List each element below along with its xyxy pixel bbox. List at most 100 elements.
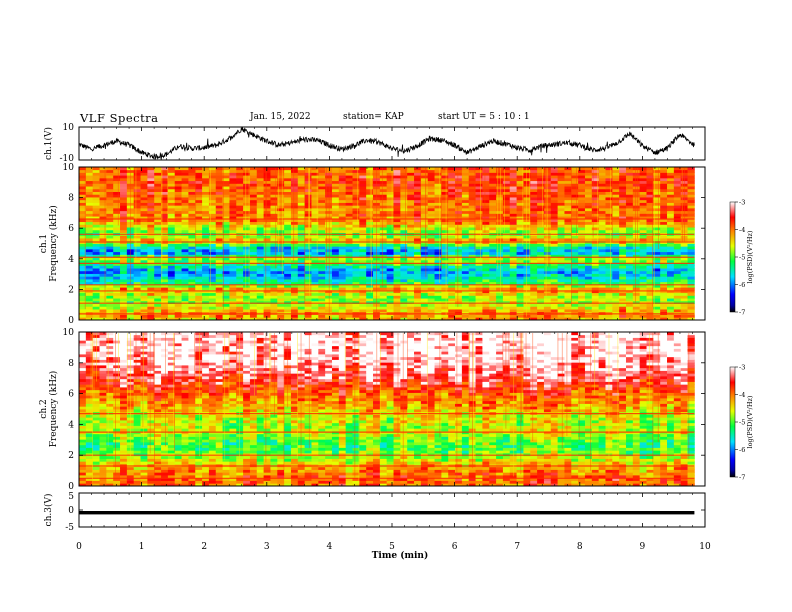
ch1-spectrogram-cell <box>550 281 559 285</box>
ch1-spectrogram-cell <box>653 210 661 214</box>
ch1-spectrogram-cell <box>359 210 367 214</box>
ch1-spectrogram-cell <box>140 205 148 209</box>
ch1-spectrogram-cell <box>290 270 299 274</box>
ch1-spectrogram-cell <box>584 197 593 201</box>
ch1-spectrogram-cell <box>571 309 579 313</box>
ch1-spectrogram-cell <box>386 284 394 288</box>
ch1-spectrogram-cell <box>414 199 422 203</box>
ch1-spectrogram-cell <box>222 306 230 310</box>
ch1-spectrogram-cell <box>434 224 442 228</box>
ch1-spectrogram-cell <box>612 306 620 310</box>
ch1-spectrogram-cell <box>612 298 620 302</box>
ch1-spectrogram-cell <box>455 295 463 299</box>
ch1-spectrogram-cell <box>379 243 388 247</box>
ch1-spectrogram-cell <box>523 205 531 209</box>
ch1-spectrogram-cell <box>379 207 388 212</box>
ch1-spectrogram-cell <box>161 254 169 258</box>
ch1-spectrogram-cell <box>646 199 654 203</box>
ch1-spectrogram-cell <box>400 268 408 272</box>
ch1-spectrogram-cell <box>496 235 504 239</box>
ch1-spectrogram-cell <box>448 246 456 250</box>
ch1-spectrogram-cell <box>325 199 333 203</box>
ch1-spectrogram-cell <box>215 177 223 182</box>
ch1-spectrogram-cell <box>571 199 579 203</box>
ch1-spectrogram-cell <box>290 276 299 280</box>
ch1-spectrogram-cell <box>202 295 210 299</box>
ch1-spectrogram-cell <box>106 227 114 231</box>
ch1-spectrogram-cell <box>85 300 94 305</box>
ch1-spectrogram-cell <box>366 281 374 285</box>
ch1-spectrogram-cell <box>161 202 169 206</box>
ch1-spectrogram-cell <box>564 172 572 176</box>
ch1-spectrogram-cell <box>578 221 586 225</box>
ch1-spectrogram-cell <box>653 202 661 206</box>
ch1-spectrogram-cell <box>598 259 606 264</box>
ch1-spectrogram-cell <box>673 262 682 266</box>
ch1-spectrogram-cell <box>557 238 565 242</box>
ch1-spectrogram-cell <box>311 257 319 261</box>
ch1-spectrogram-cell <box>619 259 627 264</box>
ch1-spectrogram-cell <box>147 199 155 203</box>
ch1-spectrogram-cell <box>99 243 107 247</box>
ch1-spectrogram-cell <box>270 186 278 190</box>
ch1-spectrogram-cell <box>386 210 394 214</box>
ch1-spectrogram-cell <box>496 279 504 283</box>
ch1-spectrogram-cell <box>99 227 107 231</box>
ch1-spectrogram-cell <box>673 309 682 313</box>
ch1-spectrogram-cell <box>167 194 176 198</box>
ch1-spectrogram-cell <box>407 295 415 299</box>
ch1-spectrogram-cell <box>297 262 306 266</box>
ch1-spectrogram-cell <box>393 254 401 258</box>
ch1-spectrogram-cell <box>441 265 449 269</box>
ch1-spectrogram-cell <box>591 268 600 272</box>
ch1-spectrogram-cell <box>414 298 422 302</box>
ch1-spectrogram-cell <box>174 243 182 247</box>
ch1-spectrogram-cell <box>502 183 511 187</box>
ch1-spectrogram-cell <box>407 303 415 307</box>
ch1-spectrogram-cell <box>687 199 695 203</box>
ch1-spectrogram-cell <box>181 248 189 253</box>
ch1-spectrogram-cell <box>482 218 490 223</box>
ch1-spectrogram-cell <box>612 314 620 318</box>
ch1-spectrogram-cell <box>106 309 114 313</box>
ch1-spectrogram-cell <box>284 229 292 233</box>
ch1-spectrogram-cell <box>290 292 299 296</box>
ch1-spectrogram-cell <box>420 265 429 269</box>
ch1-spectrogram-cell <box>584 317 593 321</box>
ch1-spectrogram-cell <box>256 281 265 285</box>
ch1-spectrogram-cell <box>270 292 278 296</box>
ch1-spectrogram-cell <box>229 188 237 192</box>
ch1-spectrogram-cell <box>687 186 695 190</box>
ch1-spectrogram-cell <box>277 303 285 307</box>
ch1-spectrogram-cell <box>195 262 203 266</box>
ch1-spectrogram-cell <box>619 183 627 187</box>
ch1-spectrogram-cell <box>290 221 299 225</box>
ch1-spectrogram-cell <box>202 191 210 195</box>
ch1-spectrogram-cell <box>99 298 107 302</box>
ch1-spectrogram-cell <box>516 309 524 313</box>
ch1-spectrogram-cell <box>537 199 545 203</box>
ch1-spectrogram-cell <box>646 194 654 198</box>
ch1-spectrogram-cell <box>222 172 230 176</box>
ch1-spectrogram-cell <box>482 243 490 247</box>
ch1-spectrogram-cell <box>564 303 572 307</box>
ch1-spectrogram-cell <box>509 229 517 233</box>
ch1-spectrogram-cell <box>407 197 415 201</box>
ch1-spectrogram-cell <box>455 268 463 272</box>
ch1-spectrogram-cell <box>181 281 189 285</box>
ch1-spectrogram-cell <box>646 205 654 209</box>
ch1-spectrogram-cell <box>489 284 497 288</box>
ch1-spectrogram-cell <box>441 246 449 250</box>
ch1-spectrogram-cell <box>386 295 394 299</box>
ch1-spectrogram-cell <box>591 295 600 299</box>
ch1-spectrogram-cell <box>550 259 559 264</box>
ch1-spectrogram-cell <box>625 210 634 214</box>
ch1-spectrogram-cell <box>619 243 627 247</box>
ch1-spectrogram-cell <box>92 172 100 176</box>
ch1-spectrogram-cell <box>215 273 223 277</box>
ch1-spectrogram-cell <box>680 303 688 307</box>
ch1-spectrogram-cell <box>441 314 449 318</box>
ch1-spectrogram-cell <box>290 235 299 239</box>
ch1-spectrogram-cell <box>667 216 675 220</box>
ch1-spectrogram-cell <box>167 300 176 305</box>
